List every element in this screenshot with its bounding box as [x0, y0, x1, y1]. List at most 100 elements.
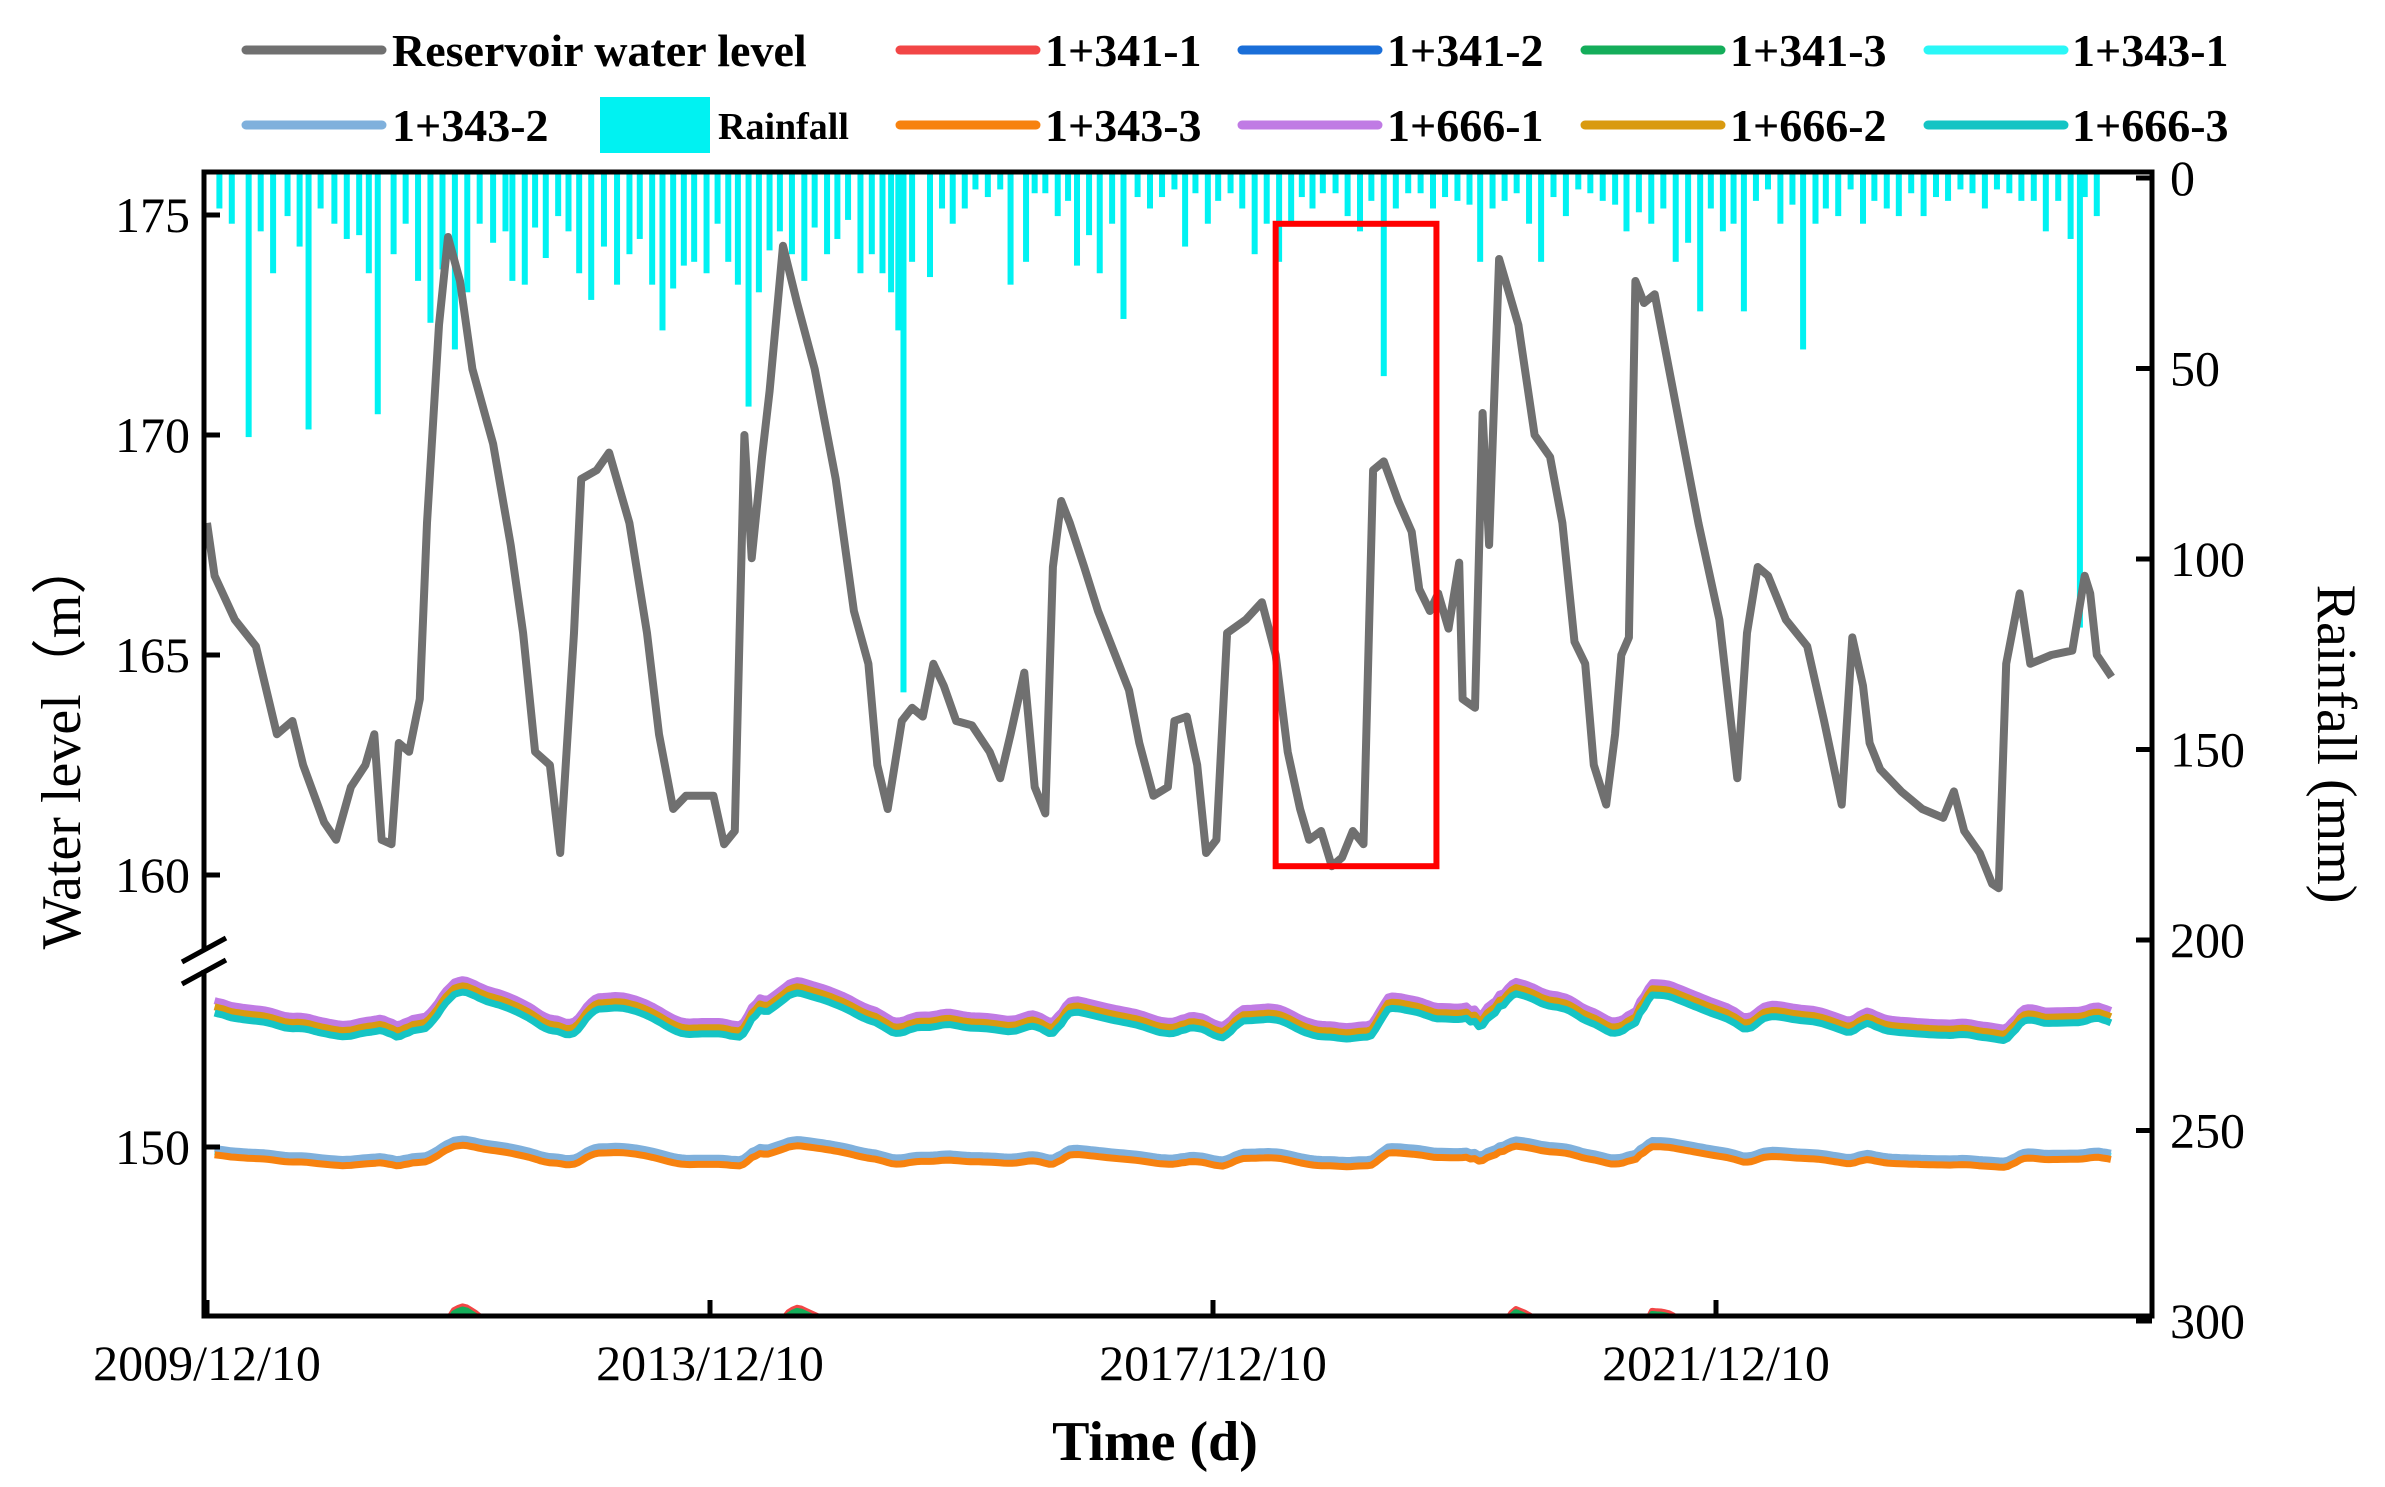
right-tick-label: 50 [2170, 341, 2220, 397]
rainfall-bar [857, 174, 864, 274]
rainfall-bar [2006, 174, 2013, 194]
rainfall-bar [1086, 174, 1093, 236]
rainfall-bar [2042, 174, 2049, 232]
rainfall-bar [776, 174, 783, 232]
rainfall-bar [1405, 174, 1412, 194]
rainfall-bar [680, 174, 687, 266]
rainfall-bar [1860, 174, 1867, 224]
rainfall-bar [926, 174, 933, 278]
rainfall-bar [1380, 174, 1387, 377]
highlight-box [1272, 220, 1440, 870]
rainfall-bar [1159, 174, 1166, 198]
rainfall-bar [900, 174, 907, 693]
rainfall-bar [1789, 174, 1796, 205]
left-tick-label: 175 [115, 187, 190, 243]
rainfall-bar [2055, 174, 2062, 201]
plot-frame [201, 169, 2155, 1319]
rainfall-bar [1752, 174, 1759, 201]
x-axis-title: Time (d) [1052, 1411, 1258, 1473]
rainfall-bar [824, 174, 831, 255]
rainfall-bar [542, 174, 549, 259]
x-tick-label: 2013/12/10 [596, 1335, 824, 1391]
rainfall-bar [1623, 174, 1630, 232]
rainfall-bar [1920, 174, 1927, 217]
left-tick-label: 160 [115, 847, 190, 903]
rainfall-bar [1096, 174, 1103, 274]
rainfall-bar [670, 174, 677, 289]
rainfall-bar [1513, 174, 1520, 194]
rainfall-bar [1134, 174, 1141, 198]
x-axis: 2009/12/10 2013/12/10 2017/12/10 2021/12/10 [93, 1300, 1830, 1391]
rainfall-bar [1883, 174, 1890, 209]
rainfall-bar [1007, 174, 1014, 285]
rainfall-bar [1442, 174, 1449, 198]
rainfall-bar [1065, 174, 1072, 201]
rainfall-bar [439, 174, 446, 270]
rainfall-bar [691, 174, 698, 262]
rainfall-bar [2076, 174, 2083, 628]
rainfall-bar [1719, 174, 1726, 232]
rainfall-bar [703, 174, 710, 274]
rainfall-bar [766, 174, 773, 251]
rainfall-bar [1031, 174, 1038, 194]
rainfall-bar [1023, 174, 1030, 262]
rainfall-bar [356, 174, 363, 236]
rainfall-bar [576, 174, 583, 274]
rainfall-bar [532, 174, 539, 228]
rainfall-bar [402, 174, 409, 224]
legend-label: Reservoir water level [392, 25, 807, 76]
rainfall-bar [2067, 174, 2074, 239]
sensor-line-1p666-3 [213, 988, 2113, 1044]
rainfall-bar [1648, 174, 1655, 224]
rainfall-bar [1298, 174, 1305, 198]
rainfall-bar [270, 174, 277, 274]
rainfall-bar [1357, 174, 1364, 232]
rainfall-bar [1429, 174, 1436, 209]
rainfall-bar [365, 174, 372, 274]
rainfall-bar [521, 174, 528, 285]
rainfall-bar [1895, 174, 1902, 217]
rainfall-bar [1612, 174, 1619, 205]
rainfall-bar [626, 174, 633, 255]
legend-item: Reservoir water level [241, 25, 807, 76]
right-tick-label: 250 [2170, 1103, 2245, 1159]
rainfall-bar [811, 174, 818, 228]
right-axis: 0 50 100 150 200 250 300 [2136, 150, 2245, 1349]
rainfall-bar [1171, 174, 1178, 190]
rainfall-bar [2030, 174, 2037, 201]
rainfall-bar [1477, 174, 1484, 262]
rainfall-bar [745, 174, 752, 407]
rainfall-bar [1251, 174, 1258, 255]
legend-item: 1+343-2 [241, 100, 549, 151]
rainfall-bars [216, 174, 2100, 693]
legend-label: Rainfall [718, 106, 849, 148]
legend-label: 1+341-2 [1387, 25, 1544, 76]
right-tick-label: 150 [2170, 722, 2245, 778]
rainfall-bar [879, 174, 886, 274]
rainfall-bar [1263, 174, 1270, 224]
legend-item: 1+666-2 [1580, 100, 1887, 151]
rainfall-bar [588, 174, 595, 300]
rainfall-bar [868, 174, 875, 255]
rainfall-bar [1575, 174, 1582, 190]
rainfall-bar [257, 174, 264, 232]
legend-item: 1+341-2 [1237, 25, 1544, 76]
left-tick-label: 170 [115, 407, 190, 463]
rainfall-bar [649, 174, 656, 285]
rainfall-bar [2081, 174, 2088, 198]
left-tick-label: 165 [115, 627, 190, 683]
right-tick-label: 100 [2170, 531, 2245, 587]
sensor-line-1p666-1 [213, 976, 2113, 1032]
left-tick-label: 150 [115, 1119, 190, 1175]
rainfall-bar [245, 174, 252, 438]
rainfall-bar [1489, 174, 1496, 209]
rainfall-bar [390, 174, 397, 255]
rainfall-bar [1932, 174, 1939, 198]
y-axis-title-left: Water level（m） [31, 539, 93, 950]
rainfall-bar [1042, 174, 1049, 194]
axis-break-mark [180, 957, 228, 987]
rainfall-bar [1074, 174, 1081, 266]
rainfall-bar [888, 174, 895, 293]
right-tick-label: 0 [2170, 150, 2195, 206]
